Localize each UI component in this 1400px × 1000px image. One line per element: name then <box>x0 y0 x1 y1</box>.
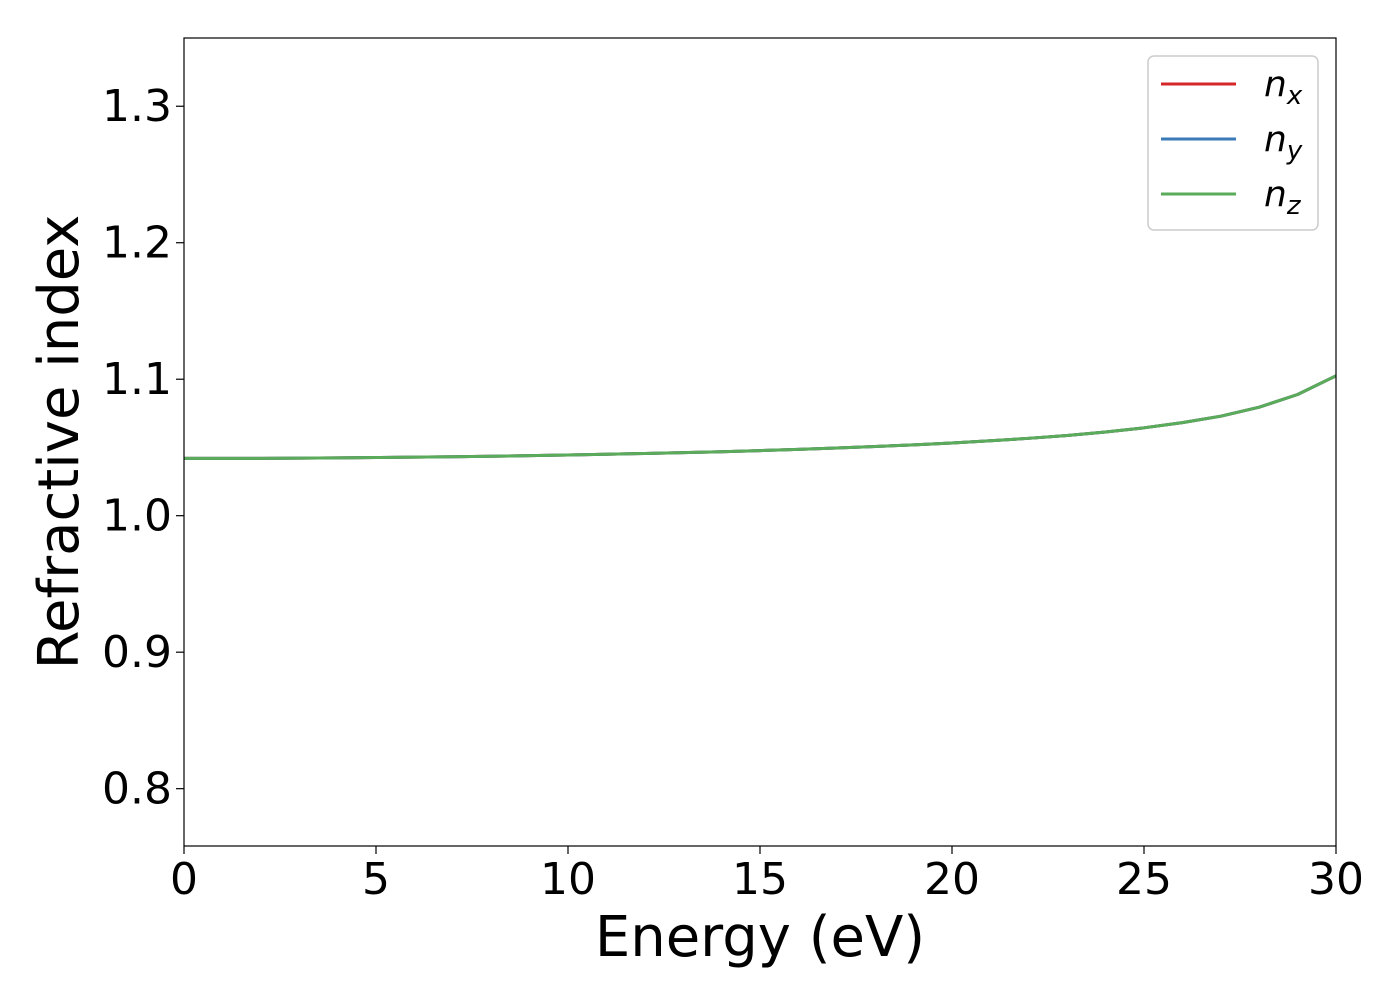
x-tick-label: 25 <box>1116 854 1172 905</box>
plot-area: 0 5 10 15 20 25 30 0.8 0.9 1.0 1.1 1.2 1.3 <box>102 37 1364 905</box>
y-tick-label: 1.0 <box>102 491 172 542</box>
legend-box <box>1147 55 1319 231</box>
x-tick-label: 15 <box>732 854 788 905</box>
y-axis-title: Refractive index <box>27 215 92 670</box>
x-tick-label: 30 <box>1308 854 1364 905</box>
y-tick-label: 1.3 <box>102 81 172 132</box>
y-tick-label: 0.9 <box>102 627 172 678</box>
legend: nx ny nz <box>1147 55 1319 231</box>
x-axis-title: Energy (eV) <box>595 905 925 970</box>
legend-label-nx: nx <box>1264 64 1303 111</box>
x-tick-label: 10 <box>540 854 596 905</box>
series-line-nz <box>184 374 1336 460</box>
y-tick-label: 1.2 <box>102 218 172 269</box>
y-tick-label: 0.8 <box>102 764 172 815</box>
legend-label-ny: ny <box>1264 119 1303 166</box>
x-tick-label: 5 <box>362 854 390 905</box>
x-tick-label: 20 <box>924 854 980 905</box>
x-tick-label: 0 <box>170 854 198 905</box>
y-tick-label: 1.1 <box>102 354 172 405</box>
legend-label-nz: nz <box>1264 174 1302 221</box>
